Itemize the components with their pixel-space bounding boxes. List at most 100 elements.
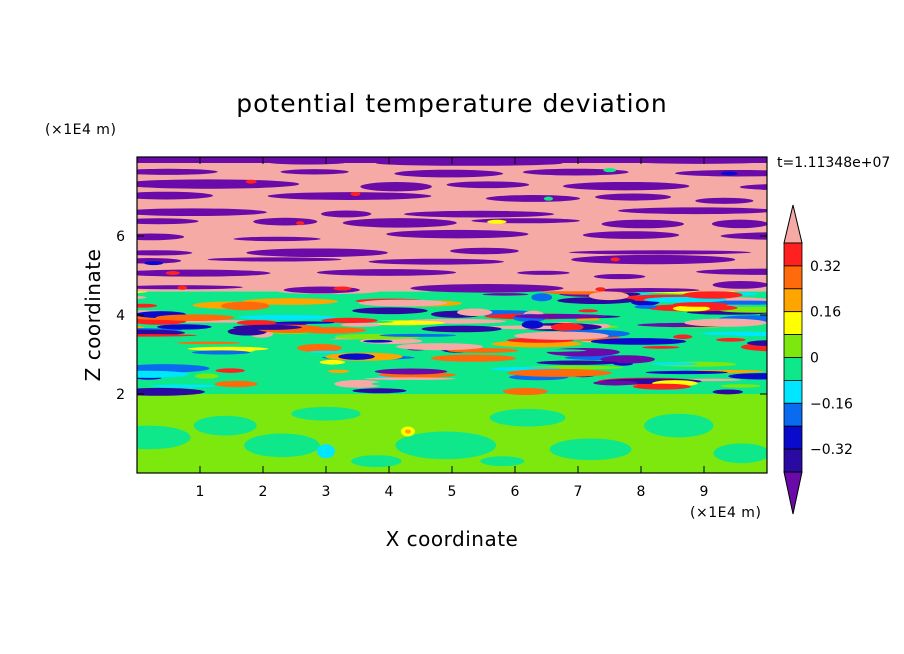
contour-patch [837, 235, 849, 239]
colorbar-label: 0.16 [810, 305, 841, 321]
contour-patch [137, 191, 214, 200]
contour-patch [137, 179, 300, 189]
contour-patch [296, 343, 342, 353]
contour-patch [672, 302, 728, 307]
contour-patch [430, 354, 517, 362]
contour-patch [713, 443, 767, 464]
contour-patch [150, 384, 216, 388]
contour-patch [568, 250, 752, 255]
contour-patch [350, 191, 361, 196]
contour-patch [342, 218, 457, 228]
contour-patch [301, 332, 339, 340]
contour-patch [157, 324, 212, 330]
contour-field [137, 157, 849, 473]
contour-patch [207, 257, 342, 262]
contour-patch [712, 280, 767, 289]
contour-patch [396, 343, 483, 351]
y-tick-label: 4 [116, 308, 125, 324]
contour-patch [137, 208, 267, 217]
contour-patch [613, 329, 699, 333]
contour-patch [267, 192, 432, 200]
contour-patch [296, 327, 367, 334]
contour-patch [517, 270, 570, 275]
contour-patch [316, 269, 457, 276]
contour-patch [618, 207, 767, 215]
contour-patch [601, 219, 685, 229]
contour-patch [214, 380, 258, 388]
contour-patch [489, 408, 566, 427]
contour-patch [334, 379, 384, 388]
contour-patch [220, 301, 270, 311]
contour-patch [702, 331, 767, 336]
contour-patch [244, 433, 320, 458]
contour-patch [215, 368, 245, 373]
contour-patch [274, 321, 335, 324]
y-axis-label: Z coordinate [81, 249, 105, 382]
contour-patch [514, 331, 609, 340]
contour-patch [673, 334, 693, 340]
colorbar-segment [783, 402, 803, 427]
contour-patch [522, 168, 629, 176]
contour-patch [512, 349, 587, 352]
contour-patch [571, 254, 736, 265]
contour-patch [137, 334, 197, 337]
contour-patch [320, 210, 372, 218]
contour-patch [137, 218, 199, 225]
colorbar-extend-top [783, 204, 803, 244]
y-axis: 2 4 6 [116, 229, 767, 403]
contour-patch [340, 322, 382, 327]
colorbar-segment [783, 242, 803, 267]
contour-patch [720, 232, 767, 240]
contour-patch [593, 273, 646, 280]
x-tick-label: 1 [196, 484, 205, 500]
contour-patch [404, 429, 411, 434]
contour-patch [363, 339, 393, 343]
contour-patch [485, 195, 581, 202]
contour-patch [291, 406, 361, 421]
contour-patch [319, 359, 346, 365]
contour-patch [739, 184, 767, 190]
contour-patch [386, 229, 529, 239]
contour-patch [672, 305, 711, 312]
chart-title: potential temperature deviation [236, 89, 667, 118]
colorbar-label: 0.32 [810, 259, 841, 275]
contour-patch [308, 350, 345, 354]
contour-patch [137, 295, 147, 299]
contour-patch [550, 323, 584, 332]
contour-patch [368, 258, 504, 265]
contour-patch [280, 169, 349, 175]
contour-patch [603, 168, 617, 173]
contour-patch [597, 288, 700, 293]
x-tick-label: 6 [511, 484, 520, 500]
x-tick-label: 5 [448, 484, 457, 500]
contour-patch [562, 181, 690, 191]
contour-patch [374, 368, 448, 375]
contour-patch [480, 456, 525, 467]
contour-patch [333, 286, 352, 291]
colorbar-segment [783, 288, 803, 313]
contour-patch [682, 291, 743, 299]
colorbar-label: −0.32 [810, 442, 853, 458]
contour-patch [176, 341, 241, 345]
contour-patch [531, 293, 553, 302]
contour-patch [165, 271, 180, 276]
x-unit-label: (×1E4 m) [690, 505, 761, 521]
contour-patch [233, 236, 321, 242]
contour-patch [720, 171, 738, 176]
colorbar-label: 0 [810, 351, 819, 367]
contour-patch [187, 346, 269, 351]
colorbar: 0.32 0.16 0 −0.16 −0.32 [783, 204, 853, 515]
contour-patch [317, 444, 335, 459]
contour-patch [696, 268, 767, 275]
colorbar-segment [783, 448, 803, 473]
colorbar-segment [783, 379, 803, 404]
contour-patch [371, 381, 418, 387]
contour-patch [595, 287, 606, 292]
contour-patch [471, 218, 580, 224]
contour-patch [352, 307, 428, 315]
contour-patch [137, 370, 189, 378]
contour-patch [403, 210, 555, 218]
contour-patch [155, 314, 235, 321]
contour-patch [137, 425, 191, 450]
contour-patch [728, 373, 767, 380]
